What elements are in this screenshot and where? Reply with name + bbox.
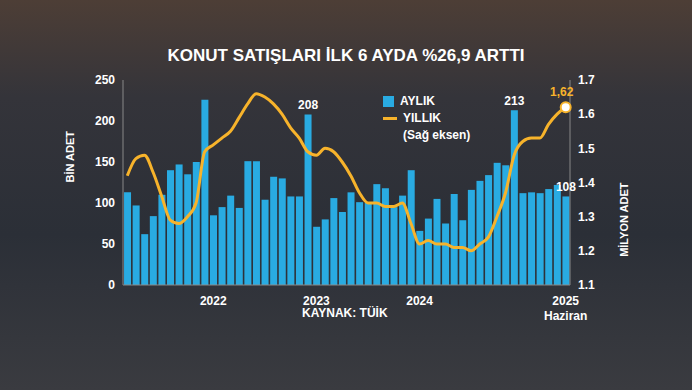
svg-text:BİN ADET: BİN ADET: [64, 131, 76, 183]
svg-text:MİLYON ADET: MİLYON ADET: [618, 182, 630, 257]
svg-text:2025Haziran: 2025Haziran: [544, 294, 587, 323]
svg-text:2023: 2023: [303, 294, 330, 308]
svg-text:0: 0: [108, 278, 115, 292]
svg-text:1.5: 1.5: [578, 142, 595, 156]
svg-text:100: 100: [95, 196, 115, 210]
svg-text:213: 213: [504, 94, 524, 108]
html-text:YILLIK: YILLIK: [403, 111, 441, 125]
html-text:AYLIK: AYLIK: [400, 94, 435, 108]
svg-text:108: 108: [556, 180, 576, 194]
html-text:KONUT SATIŞLARI İLK 6 AYDA %26: KONUT SATIŞLARI İLK 6 AYDA %26,9 ARTTI: [167, 46, 525, 65]
svg-text:2022: 2022: [200, 294, 227, 308]
svg-text:1.2: 1.2: [578, 244, 595, 258]
svg-text:1.1: 1.1: [578, 278, 595, 292]
svg-text:250: 250: [95, 73, 115, 87]
svg-text:150: 150: [95, 155, 115, 169]
svg-text:50: 50: [102, 237, 116, 251]
svg-text:200: 200: [95, 114, 115, 128]
html-text:KAYNAK: TÜİK: KAYNAK: TÜİK: [302, 306, 388, 320]
svg-text:1.4: 1.4: [578, 176, 595, 190]
svg-text:208: 208: [298, 98, 318, 112]
svg-text:1.6: 1.6: [578, 107, 595, 121]
svg-text:1.7: 1.7: [578, 73, 595, 87]
svg-text:1,62: 1,62: [550, 85, 574, 99]
svg-text:1.3: 1.3: [578, 210, 595, 224]
svg-text:2024: 2024: [406, 294, 433, 308]
html-text:(Sağ eksen): (Sağ eksen): [403, 128, 471, 142]
